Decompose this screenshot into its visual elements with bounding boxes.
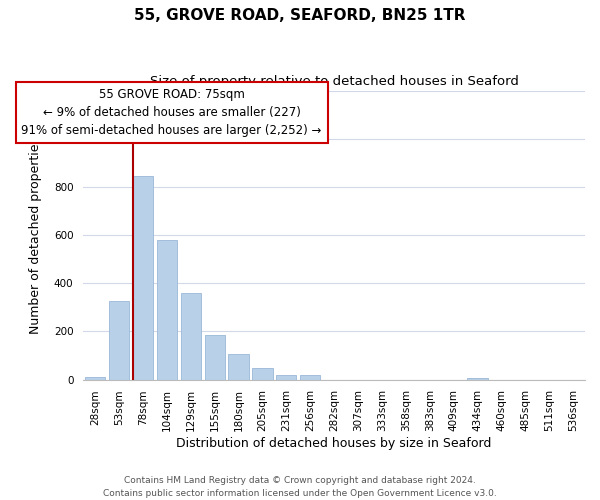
Text: Contains HM Land Registry data © Crown copyright and database right 2024.
Contai: Contains HM Land Registry data © Crown c… xyxy=(103,476,497,498)
Text: 55 GROVE ROAD: 75sqm
← 9% of detached houses are smaller (227)
91% of semi-detac: 55 GROVE ROAD: 75sqm ← 9% of detached ho… xyxy=(22,88,322,136)
Bar xyxy=(133,176,153,380)
Bar xyxy=(85,377,106,380)
Bar xyxy=(181,293,201,380)
Bar xyxy=(205,335,225,380)
Bar xyxy=(467,378,488,380)
Y-axis label: Number of detached properties: Number of detached properties xyxy=(29,136,42,334)
Bar xyxy=(229,354,249,380)
Bar xyxy=(109,302,129,380)
Text: 55, GROVE ROAD, SEAFORD, BN25 1TR: 55, GROVE ROAD, SEAFORD, BN25 1TR xyxy=(134,8,466,22)
X-axis label: Distribution of detached houses by size in Seaford: Distribution of detached houses by size … xyxy=(176,437,492,450)
Bar xyxy=(276,376,296,380)
Title: Size of property relative to detached houses in Seaford: Size of property relative to detached ho… xyxy=(149,75,518,88)
Bar xyxy=(157,240,177,380)
Bar xyxy=(252,368,272,380)
Bar xyxy=(300,376,320,380)
